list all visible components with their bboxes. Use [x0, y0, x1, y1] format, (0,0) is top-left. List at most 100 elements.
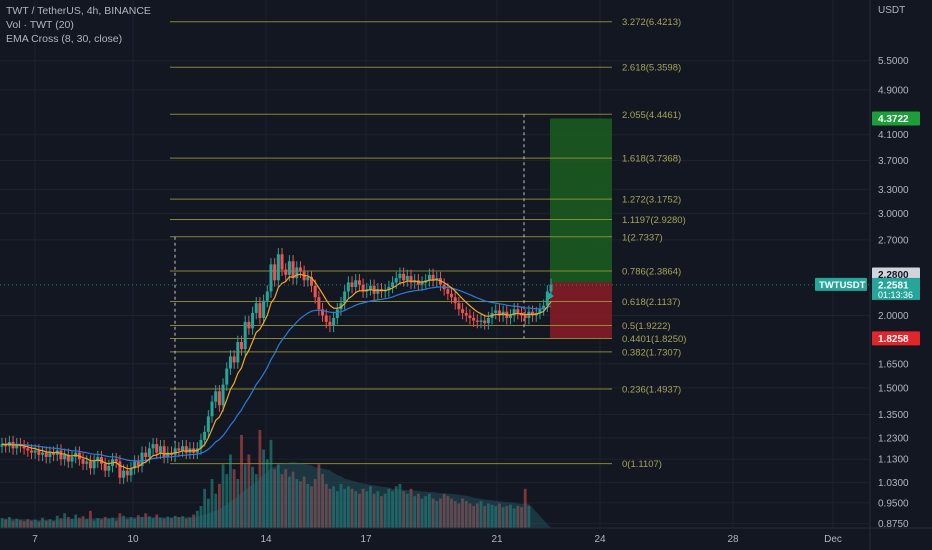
candle-body: [29, 450, 33, 453]
candle-body: [538, 309, 542, 313]
volume-bar: [92, 520, 96, 528]
candle-body: [251, 312, 255, 329]
symbol-badge: TWTUSDT: [815, 277, 867, 291]
price-tick-label: 1.5000: [878, 383, 909, 394]
volume-bar: [144, 513, 148, 528]
price-tick-label: 3.7000: [878, 156, 909, 167]
candle-body: [486, 318, 490, 324]
candle-body: [284, 269, 288, 275]
chart-legend: TWT / TetherUS, 4h, BINANCE Vol · TWT (2…: [6, 4, 151, 46]
volume-bar: [273, 469, 277, 528]
candle-body: [221, 384, 225, 406]
volume-bar: [324, 483, 328, 528]
candle-body: [276, 254, 280, 281]
candle-body: [402, 273, 406, 281]
candle-body: [203, 431, 207, 440]
volume-bar: [44, 520, 48, 528]
candle-body: [254, 303, 258, 313]
ema-fast-line: [1, 273, 552, 470]
volume-bar: [184, 518, 188, 528]
volume-bar: [402, 491, 406, 528]
volume-bar: [376, 491, 380, 528]
candle-body: [217, 391, 221, 406]
candle-body: [354, 280, 358, 287]
candle-body: [343, 291, 347, 304]
date-tick-label: Dec: [824, 534, 842, 545]
price-tick-label: 0.8750: [878, 519, 909, 530]
volume-bar: [217, 483, 221, 528]
candle-body: [232, 356, 236, 363]
volume-bar: [206, 498, 210, 528]
candle-body: [129, 468, 133, 476]
volume-bar: [494, 505, 498, 528]
candle-body: [339, 303, 343, 310]
candle-body: [52, 452, 56, 455]
candle-body: [291, 261, 295, 279]
candle-body: [298, 267, 302, 272]
fib-level-label: 3.272(6.4213): [622, 17, 681, 28]
volume-bar: [147, 516, 151, 528]
candle-body: [136, 461, 140, 467]
volume-bar: [335, 491, 339, 528]
volume-bar: [125, 519, 129, 528]
volume-bar: [133, 518, 137, 528]
volume-bar: [339, 483, 343, 528]
volume-bar: [409, 488, 413, 528]
target-price-badge-text: 4.3722: [878, 114, 909, 125]
candle-body: [0, 444, 4, 447]
volume-bar: [332, 486, 336, 528]
candle-body: [199, 439, 203, 449]
candle-body: [431, 274, 435, 281]
fib-level-label: 0.4401(1.8250): [622, 334, 686, 345]
volume-bar: [416, 493, 420, 528]
candle-body: [545, 291, 549, 306]
candle-body: [158, 446, 162, 453]
candle-body: [166, 452, 170, 458]
volume-bar: [387, 488, 391, 528]
candle-body: [376, 289, 380, 294]
volume-bar: [446, 496, 450, 528]
time-axis: 7 10 14 17 21 24 28 Dec: [32, 534, 842, 545]
volume-bar: [89, 510, 92, 528]
candle-body: [310, 277, 314, 286]
volume-bar: [66, 516, 70, 528]
volume-bar: [22, 521, 26, 528]
price-tick-label: 4.9000: [878, 85, 909, 96]
candle-body: [464, 312, 468, 316]
candle-body: [405, 275, 409, 281]
candle-body: [361, 284, 365, 292]
fib-level-label: 1(2.7337): [622, 232, 663, 243]
volume-bar: [287, 476, 291, 528]
candle-body: [317, 297, 321, 310]
volume-bar: [439, 498, 442, 528]
candle-body: [483, 320, 487, 324]
candle-body: [497, 310, 501, 316]
candle-body: [523, 315, 527, 319]
date-tick-label: 24: [594, 534, 606, 545]
volume-bar: [291, 471, 295, 528]
candle-body: [542, 305, 546, 310]
volume-bar: [247, 454, 251, 528]
volume-bar: [81, 516, 85, 528]
candle-body: [461, 309, 465, 313]
date-tick-label: 28: [727, 534, 739, 545]
candle-body: [15, 444, 19, 449]
volume-bar: [472, 505, 476, 528]
fib-level-label: 0.5(1.9222): [622, 321, 671, 332]
candle-body: [453, 297, 457, 304]
volume-bar: [254, 474, 258, 528]
volume-bar: [96, 518, 100, 528]
candle-body: [368, 285, 372, 290]
candle-body: [239, 342, 243, 350]
candle-body: [243, 321, 247, 350]
volume-bar: [512, 508, 516, 528]
volume-bar: [372, 493, 376, 528]
ema-cross-marker: [548, 292, 554, 300]
volume-bar: [4, 519, 8, 528]
volume-bar: [501, 507, 505, 528]
volume-bar: [118, 513, 122, 528]
volume-bar: [431, 498, 435, 528]
candle-body: [214, 391, 218, 402]
volume-bar: [295, 479, 299, 528]
